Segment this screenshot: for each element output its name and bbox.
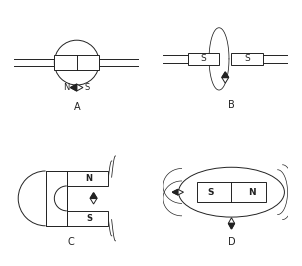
Bar	[46, 171, 108, 186]
Text: S: S	[244, 54, 250, 63]
Text: S: S	[207, 188, 214, 197]
Bar	[197, 182, 266, 202]
Polygon shape	[222, 72, 229, 78]
Polygon shape	[172, 189, 178, 195]
Text: S: S	[86, 214, 92, 223]
Polygon shape	[90, 193, 97, 198]
Polygon shape	[71, 84, 77, 91]
Text: A: A	[73, 102, 80, 113]
Bar	[46, 171, 67, 226]
Polygon shape	[172, 189, 184, 195]
Text: C: C	[67, 237, 74, 247]
Text: N: N	[249, 188, 256, 197]
Polygon shape	[222, 72, 229, 83]
Bar	[188, 53, 219, 65]
Bar	[231, 53, 263, 65]
Bar	[46, 211, 108, 226]
Text: N: N	[64, 83, 70, 92]
Polygon shape	[71, 84, 83, 91]
Polygon shape	[228, 223, 235, 229]
Text: N: N	[86, 174, 93, 183]
Text: B: B	[228, 100, 235, 110]
Text: S: S	[201, 54, 206, 63]
Polygon shape	[228, 218, 235, 229]
Bar	[54, 55, 99, 70]
Text: D: D	[228, 237, 235, 247]
Bar	[67, 186, 108, 211]
Polygon shape	[90, 193, 97, 204]
Text: S: S	[84, 83, 89, 92]
